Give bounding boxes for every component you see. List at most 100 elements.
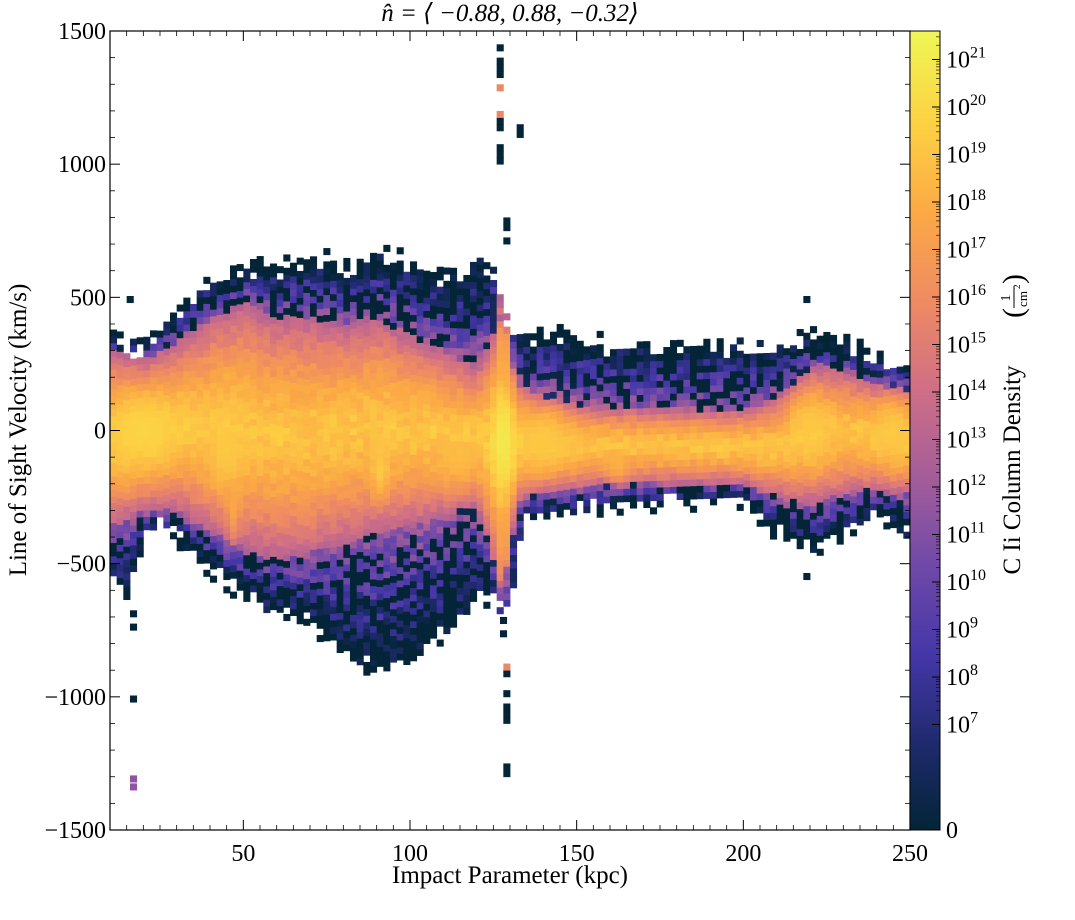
- heatmap-cell: [456, 461, 464, 469]
- heatmap-cell: [363, 621, 371, 630]
- heatmap-cell: [343, 644, 351, 652]
- heatmap-cell: [350, 274, 358, 283]
- heatmap-cell: [816, 428, 824, 436]
- heatmap-cell: [483, 275, 491, 283]
- heatmap-cell: [210, 495, 218, 503]
- heatmap-cell: [810, 472, 818, 480]
- heatmap-cell: [630, 494, 638, 502]
- heatmap-cell: [376, 286, 384, 295]
- heatmap-cell: [243, 315, 251, 323]
- heatmap-cell: [723, 451, 731, 459]
- heatmap-cell: [396, 427, 404, 435]
- heatmap-cell: [250, 365, 258, 373]
- heatmap-cell: [330, 513, 338, 521]
- heatmap-cell: [490, 539, 498, 547]
- heatmap-cell: [250, 312, 258, 320]
- heatmap-cell: [310, 269, 318, 277]
- heatmap-cell: [303, 618, 311, 626]
- heatmap-cell: [663, 380, 671, 388]
- heatmap-cell: [470, 295, 478, 303]
- heatmap-cell: [490, 473, 498, 481]
- heatmap-cell: [170, 478, 178, 487]
- heatmap-cell: [876, 450, 884, 458]
- heatmap-cell: [836, 357, 844, 365]
- heatmap-cell: [263, 346, 271, 354]
- heatmap-cell: [563, 422, 571, 430]
- heatmap-cell: [216, 527, 224, 535]
- heatmap-cell: [370, 652, 378, 660]
- heatmap-cell: [603, 436, 611, 444]
- heatmap-cell: [450, 334, 458, 342]
- heatmap-cell: [283, 367, 291, 375]
- heatmap-cell: [663, 400, 671, 408]
- heatmap-cell: [463, 414, 471, 422]
- heatmap-cell: [876, 383, 884, 391]
- heatmap-cell: [750, 420, 758, 428]
- heatmap-cell: [163, 348, 171, 356]
- heatmap-cell: [236, 497, 244, 505]
- heatmap-cell: [256, 455, 264, 463]
- heatmap-cell: [330, 573, 338, 581]
- heatmap-cell: [796, 482, 804, 490]
- heatmap-cell: [576, 374, 584, 382]
- heatmap-cell: [343, 437, 351, 445]
- heatmap-cell: [396, 267, 404, 275]
- heatmap-cell: [203, 476, 211, 484]
- heatmap-cell: [496, 507, 504, 515]
- heatmap-cell: [470, 261, 478, 269]
- heatmap-cell: [350, 634, 358, 642]
- heatmap-cell: [176, 524, 184, 532]
- heatmap-cell: [516, 533, 524, 541]
- heatmap-cell: [603, 443, 611, 451]
- heatmap-cell: [896, 373, 904, 381]
- heatmap-cell: [716, 431, 724, 439]
- heatmap-cell: [330, 360, 338, 368]
- heatmap-cell: [876, 423, 884, 431]
- heatmap-cell: [810, 352, 818, 360]
- heatmap-cell: [456, 474, 464, 482]
- heatmap-cell: [576, 480, 584, 488]
- heatmap-cell: [663, 440, 671, 448]
- y-tick-label: −1500: [44, 818, 106, 844]
- heatmap-cell: [116, 517, 124, 525]
- heatmap-cell: [363, 388, 371, 397]
- heatmap-cell: [683, 452, 691, 460]
- heatmap-cell: [443, 500, 451, 508]
- heatmap-cell: [883, 522, 891, 530]
- heatmap-cell: [823, 505, 831, 513]
- heatmap-cell: [356, 278, 364, 286]
- heatmap-cell: [270, 556, 278, 564]
- heatmap-cell: [256, 542, 264, 550]
- heatmap-cell: [323, 394, 331, 402]
- heatmap-cell: [683, 472, 691, 480]
- heatmap-cell: [323, 521, 331, 529]
- heatmap-cell: [903, 385, 910, 393]
- heatmap-cell: [343, 337, 351, 345]
- heatmap-cell: [496, 334, 504, 342]
- heatmap-cell: [803, 399, 811, 407]
- heatmap-cell: [116, 557, 124, 565]
- heatmap-cell: [170, 385, 178, 393]
- heatmap-cell: [243, 335, 251, 343]
- heatmap-cell: [596, 384, 604, 392]
- heatmap-cell: [896, 499, 904, 507]
- heatmap-cell: [796, 522, 804, 530]
- heatmap-cell: [770, 386, 778, 394]
- heatmap-cell: [390, 549, 398, 557]
- heatmap-cell: [430, 345, 438, 353]
- heatmap-cell: [523, 346, 531, 354]
- heatmap-cell: [170, 439, 178, 447]
- heatmap-cell: [170, 459, 178, 467]
- heatmap-cell: [503, 379, 511, 387]
- heatmap-cell: [696, 438, 704, 446]
- heatmap-cell: [390, 422, 398, 430]
- heatmap-cell: [316, 481, 324, 489]
- heatmap-cell: [683, 486, 691, 494]
- heatmap-cell: [443, 607, 451, 615]
- heatmap-cell: [323, 261, 331, 269]
- heatmap-cell: [510, 488, 518, 496]
- heatmap-cell: [350, 514, 358, 522]
- heatmap-cell: [183, 364, 191, 372]
- heatmap-cell: [363, 329, 371, 337]
- heatmap-cell: [543, 346, 551, 354]
